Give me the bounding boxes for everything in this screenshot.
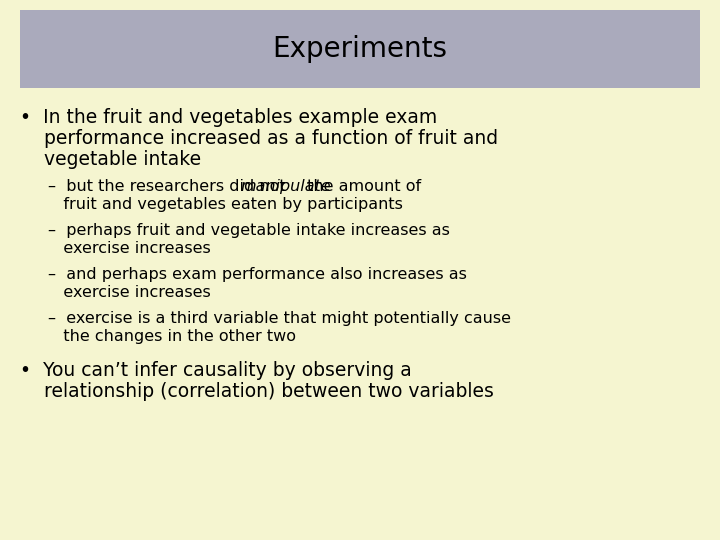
- Text: relationship (correlation) between two variables: relationship (correlation) between two v…: [20, 382, 494, 401]
- Text: –  but the researchers did not: – but the researchers did not: [48, 179, 291, 194]
- Text: the amount of: the amount of: [302, 179, 421, 194]
- Text: Experiments: Experiments: [272, 35, 448, 63]
- Text: •  In the fruit and vegetables example exam: • In the fruit and vegetables example ex…: [20, 108, 437, 127]
- Text: •  You can’t infer causality by observing a: • You can’t infer causality by observing…: [20, 361, 412, 380]
- Text: fruit and vegetables eaten by participants: fruit and vegetables eaten by participan…: [48, 197, 403, 212]
- Text: –  and perhaps exam performance also increases as: – and perhaps exam performance also incr…: [48, 267, 467, 282]
- Text: vegetable intake: vegetable intake: [20, 150, 201, 169]
- Text: manipulate: manipulate: [240, 179, 330, 194]
- Text: performance increased as a function of fruit and: performance increased as a function of f…: [20, 129, 498, 148]
- Text: exercise increases: exercise increases: [48, 241, 211, 256]
- Text: –  perhaps fruit and vegetable intake increases as: – perhaps fruit and vegetable intake inc…: [48, 223, 450, 238]
- Text: –  exercise is a third variable that might potentially cause: – exercise is a third variable that migh…: [48, 311, 511, 326]
- Text: exercise increases: exercise increases: [48, 285, 211, 300]
- Text: the changes in the other two: the changes in the other two: [48, 329, 296, 344]
- FancyBboxPatch shape: [20, 10, 700, 88]
